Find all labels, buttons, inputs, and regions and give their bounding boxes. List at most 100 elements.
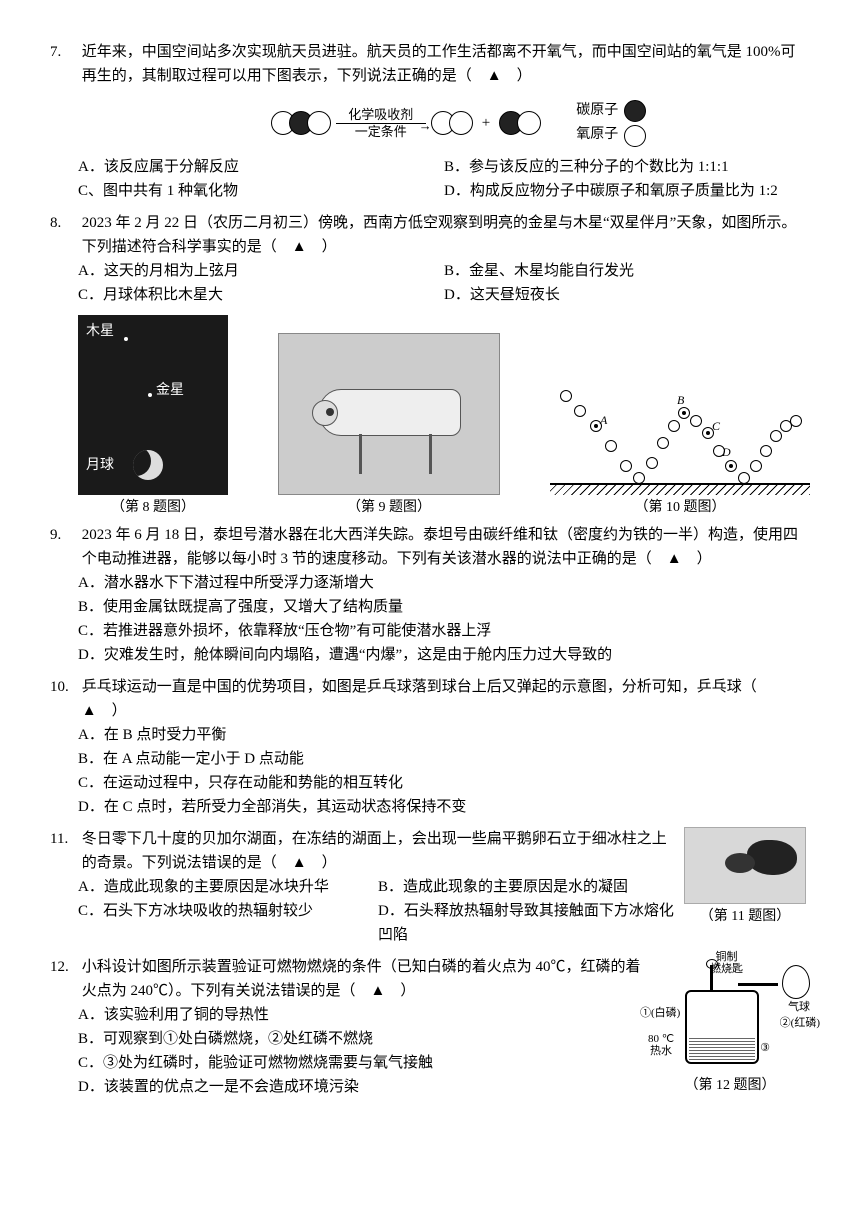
oxygen-atom-icon: [624, 125, 646, 147]
balloon-label: 气球: [788, 999, 810, 1017]
legend-c-label: 碳原子: [576, 100, 618, 122]
q9-opt-a: A．潜水器水下下潜过程中所受浮力逐渐增大: [78, 571, 810, 595]
question-11: （第 11 题图） 11. 冬日零下几十度的贝加尔湖面，在冻结的湖面上，会出现一…: [50, 827, 810, 947]
ball-icon: [646, 457, 658, 469]
oxygen-atom-icon: [449, 111, 473, 135]
atom-legend: 碳原子 氧原子: [576, 98, 646, 149]
q8-options: A．这天的月相为上弦月 B．金星、木星均能自行发光 C．月球体积比木星大 D．这…: [50, 259, 810, 307]
q10-opt-b: B．在 A 点动能一定小于 D 点动能: [78, 747, 810, 771]
product-o2: [434, 111, 470, 135]
tube-icon: [738, 983, 778, 986]
stone-icon: [747, 840, 797, 875]
q12-figure: 铜制 燃烧匙 气球 ①(白磷) ②(红磷) ③ 80 ℃ 热水 （第 12 题图…: [650, 955, 810, 1097]
point-d-label: D: [722, 443, 731, 462]
q11-text: 冬日零下几十度的贝加尔湖面，在冻结的湖面上，会出现一些扁平鹅卵石立于细冰柱之上的…: [82, 827, 672, 875]
q10-caption: （第 10 题图）: [550, 497, 810, 519]
q12-opt-d: D．该装置的优点之一是不会造成环境污染: [78, 1075, 638, 1099]
q7-opt-c: C、图中共有 1 种氧化物: [78, 179, 444, 203]
arrow-bottom-label: 一定条件: [336, 124, 426, 140]
ball-icon: [770, 430, 782, 442]
q8-opt-b: B．金星、木星均能自行发光: [444, 259, 810, 283]
q7-opt-a: A．该反应属于分解反应: [78, 155, 444, 179]
q10-text: 乒乓球运动一直是中国的优势项目，如图是乒乓球落到球台上后又弹起的示意图，分析可知…: [82, 675, 802, 723]
q11-opt-a: A．造成此现象的主要原因是冰块升华: [78, 875, 378, 899]
q9-options: A．潜水器水下下潜过程中所受浮力逐渐增大 B．使用金属钛既提高了强度，又增大了结…: [50, 571, 810, 667]
legend-o-label: 氧原子: [576, 124, 618, 146]
q11-opt-d: D．石头释放热辐射导致其接触面下方冰熔化凹陷: [378, 899, 678, 947]
q7-opt-b: B．参与该反应的三种分子的个数比为 1:1:1: [444, 155, 810, 179]
q12-opt-a: A．该实验利用了铜的导热性: [78, 1003, 638, 1027]
carbon-atom-icon: [624, 100, 646, 122]
pebble-ice-icon: [684, 827, 806, 904]
diagram-row: 木星 金星 月球 （第 8 题图） （第 9 题图） A: [78, 315, 810, 519]
jupiter-label: 木星: [86, 321, 114, 343]
ball-icon: [605, 440, 617, 452]
ball-icon: [620, 460, 632, 472]
balloon-icon: [782, 965, 810, 999]
ball-icon: [633, 472, 645, 484]
q7-options: A．该反应属于分解反应 B．参与该反应的三种分子的个数比为 1:1:1 C、图中…: [50, 155, 810, 203]
ball-icon: [574, 405, 586, 417]
jupiter-dot-icon: [124, 337, 128, 341]
ball-icon: [657, 437, 669, 449]
q11-number: 11.: [50, 827, 78, 851]
q12-options: A．该实验利用了铜的导热性 B．可观察到①处白磷燃烧，②处红磷不燃烧 C．③处为…: [50, 1003, 638, 1099]
submersible-body-icon: [319, 389, 461, 436]
ground-line-icon: [550, 483, 810, 485]
oxygen-atom-icon: [517, 111, 541, 135]
q7-number: 7.: [50, 40, 78, 64]
q7-reaction-diagram: 化学吸收剂 → 一定条件 + 碳原子 氧原子: [110, 98, 810, 149]
q12-number: 12.: [50, 955, 78, 979]
ball-icon: [668, 420, 680, 432]
submersible-leg-icon: [429, 434, 432, 474]
ball-icon: [790, 415, 802, 427]
temp-label: 80 ℃ 热水: [648, 1033, 674, 1057]
submersible-leg-icon: [359, 434, 362, 474]
q8-opt-c: C．月球体积比木星大: [78, 283, 444, 307]
q9-caption: （第 9 题图）: [278, 497, 500, 519]
ball-icon: [690, 415, 702, 427]
q8-opt-a: A．这天的月相为上弦月: [78, 259, 444, 283]
q9-figure: （第 9 题图）: [278, 333, 500, 519]
crescent-moon-icon: [133, 450, 163, 480]
ball-icon: [760, 445, 772, 457]
q8-caption: （第 8 题图）: [78, 497, 228, 519]
night-sky-icon: 木星 金星 月球: [78, 315, 228, 495]
point-b-label: B: [677, 391, 684, 410]
bounce-diagram-icon: A B C D: [550, 365, 810, 495]
label-1: ①(白磷): [640, 1005, 680, 1023]
q9-opt-b: B．使用金属钛既提高了强度，又增大了结构质量: [78, 595, 810, 619]
plus-sign: +: [482, 111, 490, 135]
ball-icon: [750, 460, 762, 472]
q7-opt-d: D．构成反应物分子中碳原子和氧原子质量比为 1:2: [444, 179, 810, 203]
q10-figure: A B C D （第 10 题图）: [550, 365, 810, 519]
point-c-label: C: [712, 417, 720, 436]
q8-number: 8.: [50, 211, 78, 235]
venus-label: 金星: [156, 380, 184, 402]
question-10: 10. 乒乓球运动一直是中国的优势项目，如图是乒乓球落到球台上后又弹起的示意图，…: [50, 675, 810, 819]
flask-icon: [685, 990, 759, 1064]
question-9: 9. 2023 年 6 月 18 日，泰坦号潜水器在北大西洋失踪。泰坦号由碳纤维…: [50, 523, 810, 667]
apparatus-icon: 铜制 燃烧匙 气球 ①(白磷) ②(红磷) ③ 80 ℃ 热水: [660, 955, 810, 1075]
moon-label: 月球: [86, 455, 114, 477]
reactant-molecule: [274, 111, 328, 135]
oxygen-atom-icon: [307, 111, 331, 135]
q11-figure: （第 11 题图）: [680, 827, 810, 928]
q9-text: 2023 年 6 月 18 日，泰坦号潜水器在北大西洋失踪。泰坦号由碳纤维和钛（…: [82, 523, 802, 571]
q12-opt-b: B．可观察到①处白磷燃烧，②处红磷不燃烧: [78, 1027, 638, 1051]
question-7: 7. 近年来，中国空间站多次实现航天员进驻。航天员的工作生活都离不开氧气，而中国…: [50, 40, 810, 203]
label-3: ③: [760, 1040, 770, 1058]
venus-dot-icon: [148, 393, 152, 397]
q10-number: 10.: [50, 675, 78, 699]
q9-opt-c: C．若推进器意外损坏，依靠释放“压仓物”有可能使潜水器上浮: [78, 619, 810, 643]
q11-caption: （第 11 题图）: [680, 906, 810, 928]
q9-opt-d: D．灾难发生时，舱体瞬间向内塌陷，遭遇“内爆”，这是由于舱内压力过大导致的: [78, 643, 810, 667]
q10-options: A．在 B 点时受力平衡 B．在 A 点动能一定小于 D 点动能 C．在运动过程…: [50, 723, 810, 819]
hot-water-icon: [689, 1038, 755, 1060]
question-12: 铜制 燃烧匙 气球 ①(白磷) ②(红磷) ③ 80 ℃ 热水 （第 12 题图…: [50, 955, 810, 1099]
point-a-label: A: [600, 411, 607, 430]
q12-opt-c: C．③处为红磷时，能验证可燃物燃烧需要与氧气接触: [78, 1051, 638, 1075]
q11-options: A．造成此现象的主要原因是冰块升华 B．造成此现象的主要原因是水的凝固 C．石头…: [50, 875, 678, 947]
stone-icon: [725, 853, 755, 873]
q8-text: 2023 年 2 月 22 日（农历二月初三）傍晚，西南方低空观察到明亮的金星与…: [82, 211, 802, 259]
